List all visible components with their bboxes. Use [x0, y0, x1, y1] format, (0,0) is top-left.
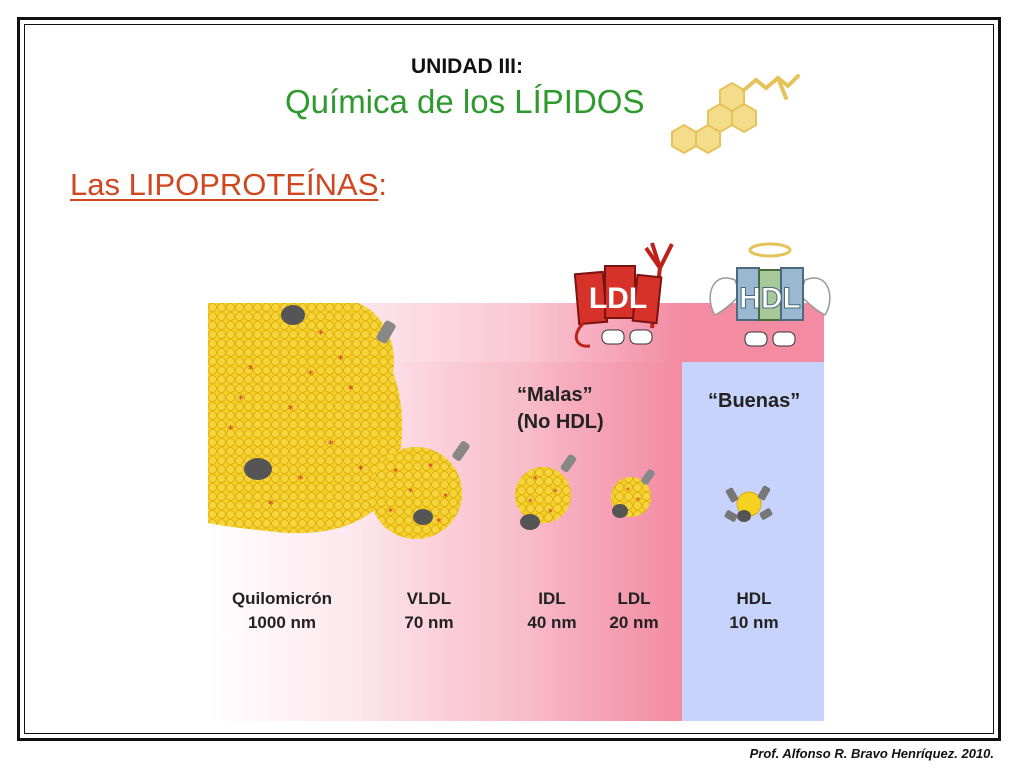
svg-text:*: *: [228, 423, 234, 436]
particle-size: 10 nm: [729, 613, 779, 632]
unit-text: UNIDAD III:: [411, 55, 523, 78]
svg-text:*: *: [248, 363, 254, 376]
svg-text:*: *: [436, 517, 441, 528]
particle-name: VLDL: [406, 589, 452, 608]
svg-text:*: *: [308, 368, 314, 381]
svg-text:*: *: [268, 498, 274, 511]
slide-frame-inner: [24, 24, 994, 734]
particle-size: 1000 nm: [247, 613, 317, 632]
svg-text:*: *: [393, 467, 398, 478]
particle-size: 70 nm: [404, 613, 454, 632]
good-lipoprotein-band: [682, 362, 824, 721]
chylomicron-particle-icon: * * * * * * * * * * * *: [208, 303, 403, 534]
particle-name: Quilomicrón: [231, 589, 333, 608]
ldl-mascot-letters: LDL: [589, 282, 647, 315]
svg-text:*: *: [636, 496, 640, 505]
bad-group-line2: (No HDL): [517, 411, 604, 433]
section-heading-colon: :: [378, 167, 388, 202]
svg-text:*: *: [528, 498, 533, 508]
svg-text:*: *: [358, 463, 364, 476]
svg-text:*: *: [548, 508, 553, 518]
section-heading-text: Las LIPOPROTEÍNAS: [70, 167, 379, 202]
particle-label-idl: IDL 40 nm: [512, 587, 592, 635]
section-heading: Las LIPOPROTEÍNAS:: [70, 167, 387, 203]
svg-text:*: *: [428, 462, 433, 473]
svg-text:*: *: [443, 492, 448, 503]
steroid-molecule-icon: [671, 74, 800, 155]
svg-text:*: *: [338, 353, 344, 366]
bad-group-line1: “Malas”: [517, 384, 593, 406]
idl-particle-icon: ****: [515, 454, 577, 530]
slide-frame-outer: [17, 17, 1001, 741]
hdl-angel-mascot-icon: HDL: [709, 242, 831, 347]
particle-name: LDL: [617, 589, 651, 608]
particle-size: 20 nm: [609, 613, 659, 632]
svg-text:*: *: [328, 438, 334, 451]
good-group-label: “Buenas”: [708, 390, 801, 412]
particle-label-ldl: LDL 20 nm: [594, 587, 674, 635]
particle-label-chylomicron: Quilomicrón 1000 nm: [212, 587, 352, 635]
author-footer: Prof. Alfonso R. Bravo Henríquez. 2010.: [749, 746, 994, 761]
svg-text:*: *: [626, 486, 630, 495]
slide-title: Química de los LÍPIDOS: [285, 83, 645, 120]
svg-text:*: *: [408, 487, 413, 498]
unit-heading: UNIDAD III:: [0, 55, 1024, 79]
svg-text:*: *: [553, 488, 558, 498]
vldl-particle-icon: * * * * * *: [370, 441, 470, 539]
particle-name: HDL: [736, 589, 772, 608]
ldl-devil-mascot-icon: LDL: [573, 242, 674, 348]
ldl-particle-icon: **: [611, 469, 655, 518]
svg-text:*: *: [238, 393, 244, 406]
bad-group-label: “Malas” (No HDL): [517, 382, 604, 436]
hdl-particle-icon: [724, 485, 773, 522]
bad-lipoprotein-band: [360, 362, 682, 721]
hdl-mascot-letters: HDL: [739, 282, 801, 315]
particle-size: 40 nm: [527, 613, 577, 632]
svg-text:*: *: [298, 473, 304, 486]
svg-text:*: *: [318, 328, 324, 341]
svg-text:*: *: [533, 475, 538, 485]
particle-label-hdl: HDL 10 nm: [714, 587, 794, 635]
particle-name: IDL: [538, 589, 566, 608]
svg-text:*: *: [388, 507, 393, 518]
particle-label-vldl: VLDL 70 nm: [384, 587, 474, 635]
svg-text:*: *: [288, 403, 294, 416]
svg-text:*: *: [348, 383, 354, 396]
